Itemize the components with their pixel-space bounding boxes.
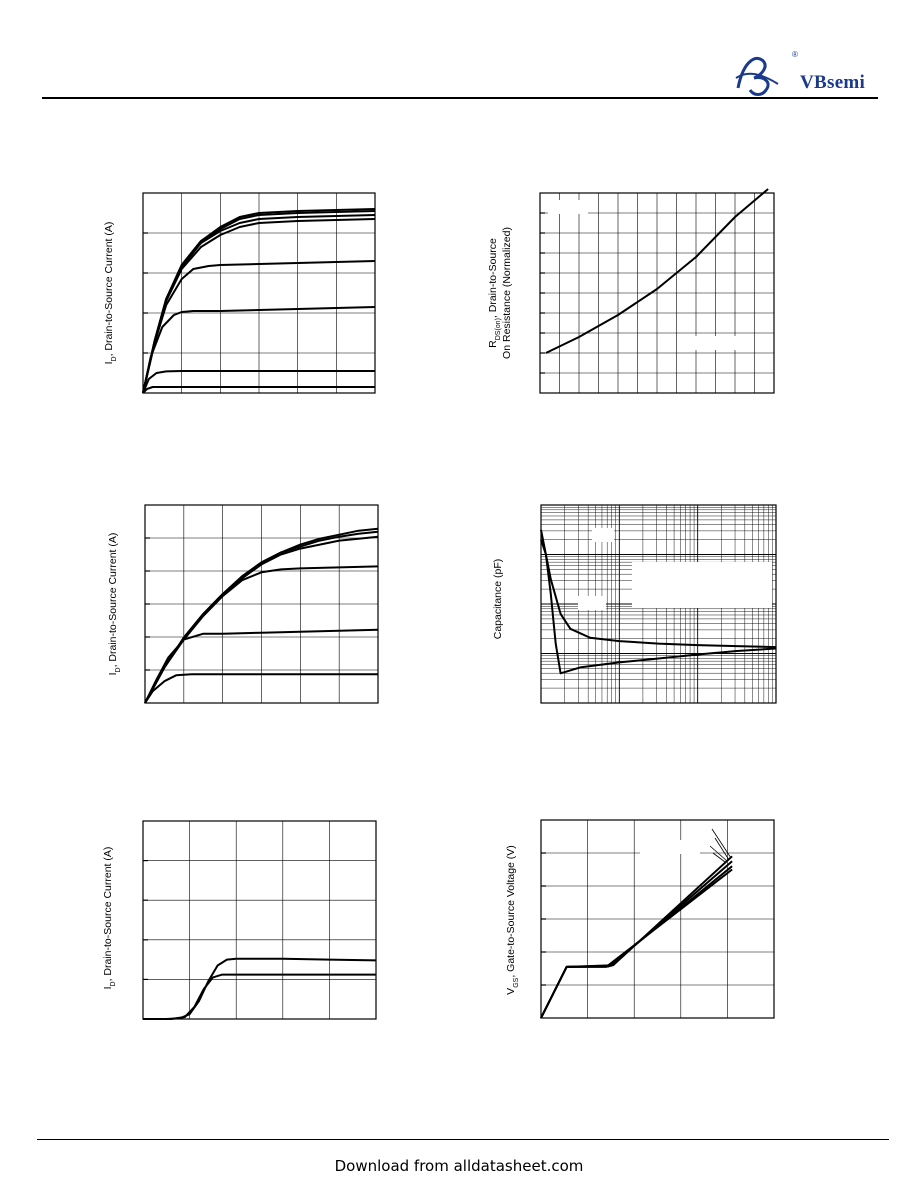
series-lines [142,208,376,394]
series-line-2 [144,535,379,704]
legend-box [578,596,606,610]
y-axis-label: Capacitance (pF) [492,559,504,640]
series-lines [540,529,777,675]
series-lines [143,957,377,1020]
grid-lines [143,821,376,1019]
footer-rule [37,1139,889,1140]
series-lines [144,527,379,704]
series-line-4 [142,260,376,394]
series-line-0 [545,188,769,354]
footer-text: Download from alldatasheet.com [334,1157,584,1175]
chart-output-characteristics-2: ID, Drain-to-Source Current (A) [107,504,379,704]
logo-text: VBsemi [800,72,866,93]
registered-mark: ® [792,50,798,59]
header-rule [42,97,878,99]
series-lines [545,188,769,354]
logo-mark-icon [735,56,779,96]
series-lines [540,855,733,1019]
y-axis-label: ID, Drain-to-Source Current (A) [107,533,122,676]
series-line-6 [142,370,375,394]
chart-gate-charge: VGS, Gate-to-Source Voltage (V) [505,819,775,1019]
chart-rdson-vs-temperature: RDS(on), Drain-to-Source On Resistance (… [487,188,775,394]
chart-output-characteristics-1: ID, Drain-to-Source Current (A) [103,192,376,394]
series-line-4 [144,628,379,704]
y-axis-label: ID, Drain-to-Source Current (A) [102,847,117,990]
grid-lines [540,193,774,393]
y-axis-label: ID, Drain-to-Source Current (A) [103,222,118,365]
legend-box [548,200,588,214]
series-line-2 [540,865,733,1019]
series-line-7 [142,386,375,394]
chart-capacitance-vs-voltage: Capacitance (pF) [492,504,777,704]
series-line-1 [540,539,777,675]
legend-box [632,562,772,608]
series-line-5 [142,306,376,394]
series-line-0 [143,957,377,1020]
y-axis-label: RDS(on), Drain-to-Source [487,238,502,348]
y-axis-label: VGS, Gate-to-Source Voltage (V) [505,845,520,995]
series-line-0 [540,855,733,1019]
grid-lines [145,505,378,703]
y-axis-label-line2: On Resistance (Normalized) [501,227,513,359]
legend-box [684,336,740,350]
plot-frame [142,820,377,1020]
series-line-3 [540,868,733,1019]
company-logo: ® VBsemi [734,50,884,98]
series-line-3 [144,565,379,704]
chart-transfer-characteristics: ID, Drain-to-Source Current (A) [102,820,377,1020]
annotation-arrows [640,828,732,863]
legend-box [592,528,614,542]
series-line-0 [540,529,777,649]
series-line-5 [144,673,378,704]
series-line-1 [540,860,733,1019]
series-line-1 [143,973,376,1020]
